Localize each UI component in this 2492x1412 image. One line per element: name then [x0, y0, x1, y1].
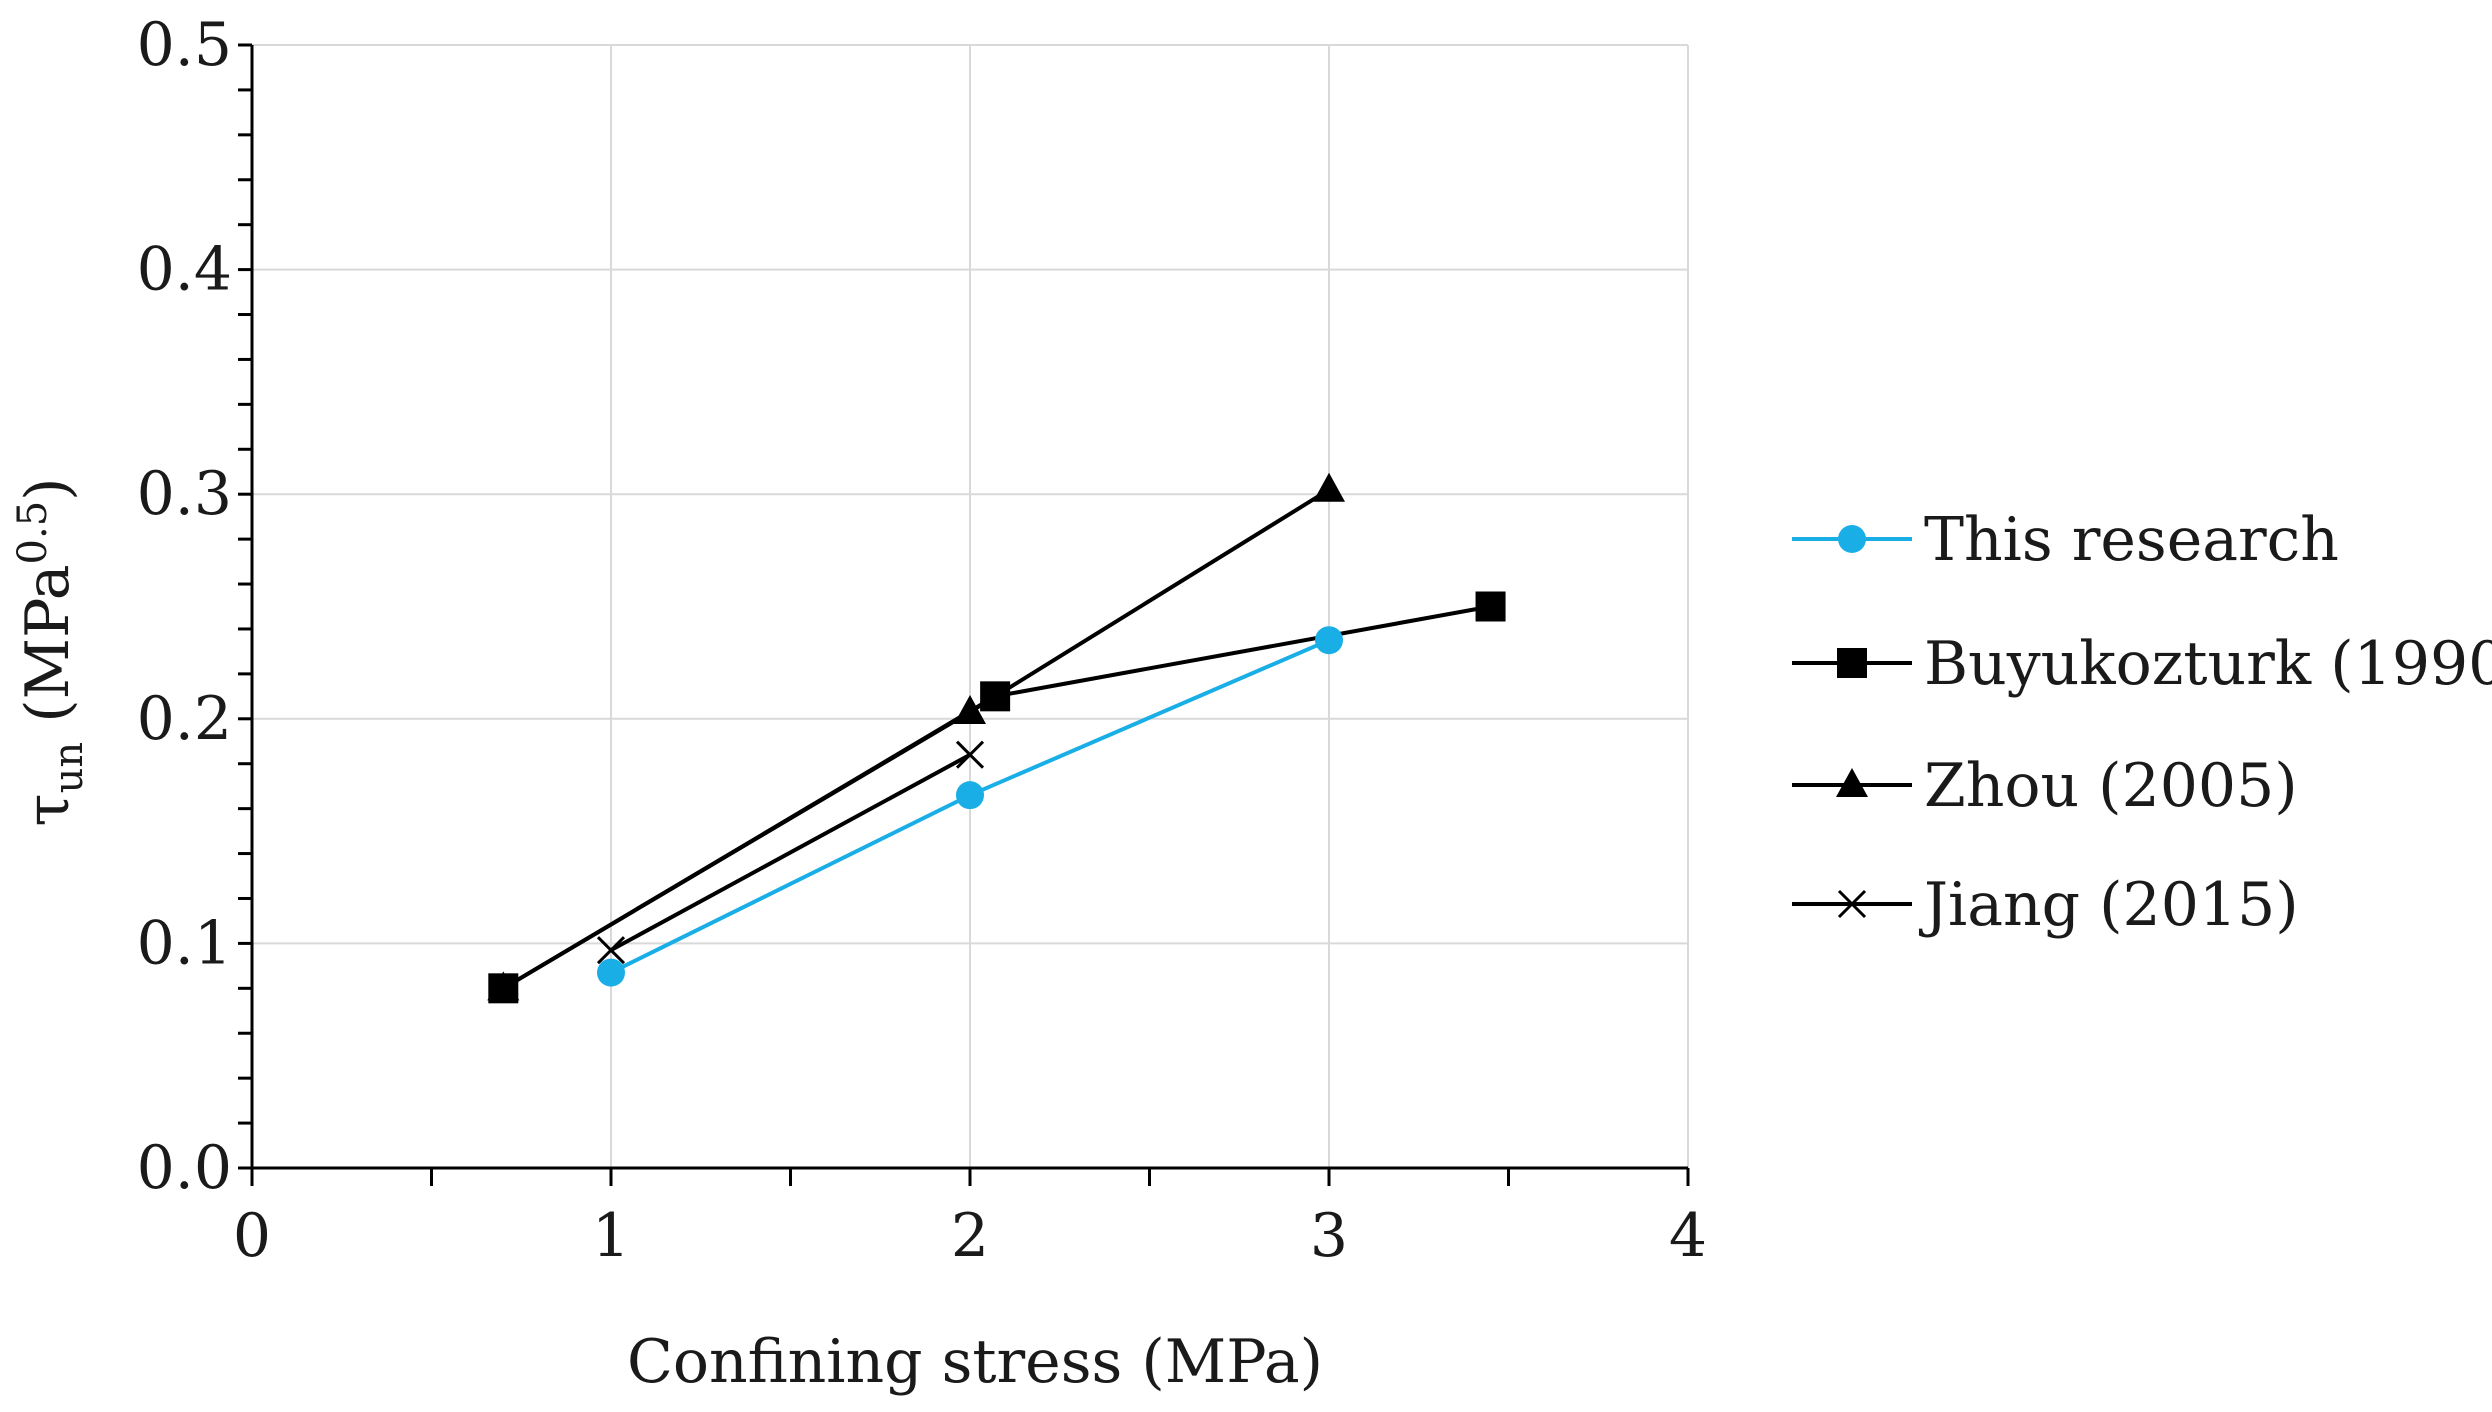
x-tick-label: 0	[233, 1201, 271, 1271]
y-axis-unit-open: (MPa	[13, 564, 83, 741]
legend-marker	[1837, 889, 1867, 919]
y-tick-label: 0.2	[137, 684, 232, 754]
y-tick-label: 0.0	[137, 1133, 232, 1203]
y-tick-label: 0.3	[137, 459, 232, 529]
data-point	[1315, 626, 1343, 655]
legend-item: Buyukozturk (1990)	[1792, 629, 2492, 699]
series-this-research	[597, 626, 1343, 987]
y-axis-ticks: 0.0 0.1 0.2 0.3 0.4 0.5	[137, 10, 252, 1203]
legend-marker	[1838, 525, 1866, 553]
series-line	[502, 604, 1491, 991]
series-buyukozturk-1990	[488, 591, 1506, 1004]
series-jiang-2015	[596, 740, 985, 965]
x-tick-label: 4	[1669, 1201, 1707, 1271]
legend-marker	[1837, 648, 1867, 678]
y-tick-label: 0.5	[137, 10, 232, 80]
y-axis-symbol: τ	[13, 793, 83, 826]
legend-label: Jiang (2015)	[1918, 870, 2299, 940]
y-axis-unit-close: )	[13, 477, 83, 500]
series-line	[502, 488, 1331, 991]
grid	[252, 44, 1689, 1168]
legend-marker	[1836, 768, 1868, 797]
x-tick-label: 1	[592, 1201, 630, 1271]
legend: This research Buyukozturk (1990) Zhou (200…	[1792, 505, 2492, 940]
data-point	[955, 740, 985, 769]
y-tick-label: 0.4	[137, 235, 232, 305]
x-axis-title: Confining stress (MPa)	[627, 1327, 1323, 1397]
y-axis-subscript: un	[46, 742, 92, 794]
x-tick-label: 3	[1310, 1201, 1348, 1271]
legend-item: Zhou (2005)	[1792, 751, 2298, 821]
legend-item: Jiang (2015)	[1792, 870, 2299, 940]
x-axis-ticks: 0 1 2 3 4	[233, 1168, 1707, 1271]
y-axis-unit-exponent: 0.5	[10, 501, 56, 565]
series-line	[610, 752, 971, 952]
data-point	[956, 781, 984, 810]
x-tick-label: 2	[951, 1201, 989, 1271]
y-axis-title: τun (MPa0.5)	[10, 477, 92, 826]
data-point	[954, 695, 986, 725]
data-point	[487, 971, 520, 1001]
legend-label: This research	[1924, 505, 2339, 575]
data-point	[1313, 472, 1345, 502]
data-series	[487, 472, 1506, 1004]
series-zhou-2005	[487, 472, 1345, 1001]
data-point	[596, 936, 626, 965]
legend-label: Zhou (2005)	[1924, 751, 2298, 821]
data-point	[1475, 591, 1506, 622]
y-tick-label: 0.1	[137, 908, 232, 978]
legend-item: This research	[1792, 505, 2339, 575]
data-point	[597, 958, 625, 987]
legend-label: Buyukozturk (1990)	[1924, 629, 2492, 699]
